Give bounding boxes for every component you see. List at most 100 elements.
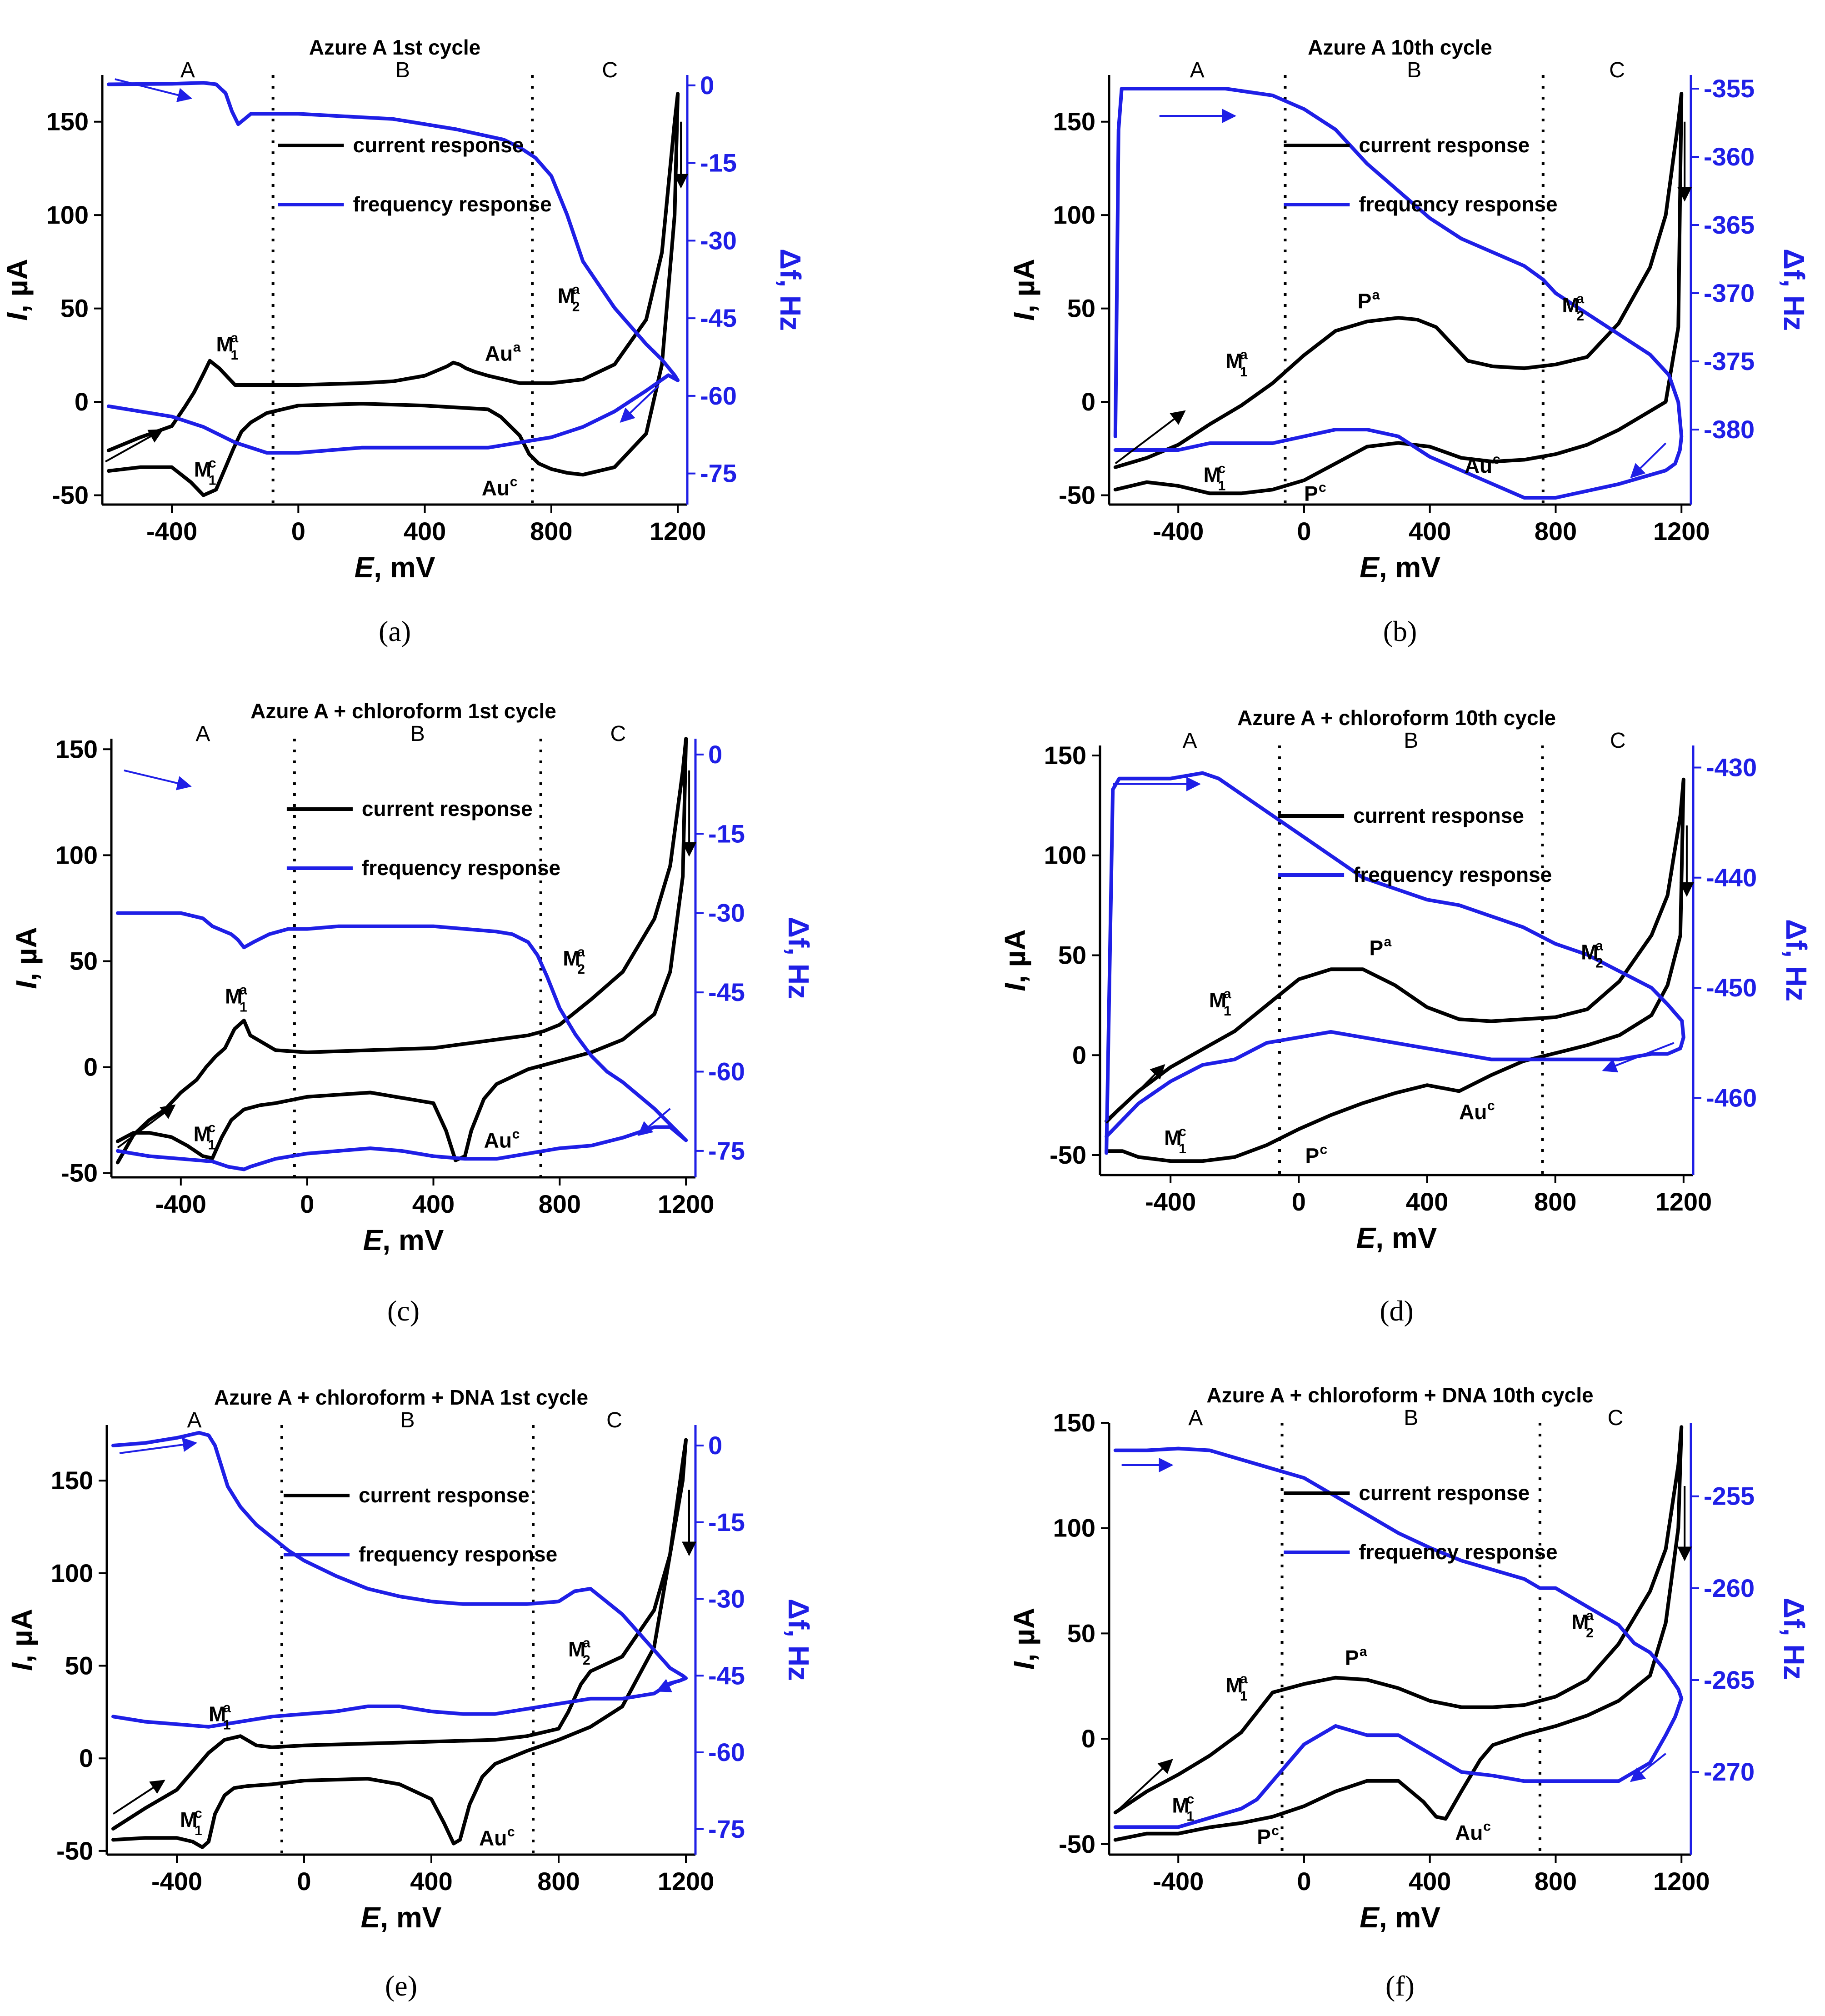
y-right-tick-label: -15 (708, 819, 745, 848)
legend-label-current: current response (359, 1483, 530, 1507)
x-tick-label: 400 (1406, 1187, 1448, 1216)
peak-label-sub: 1 (1240, 1689, 1248, 1704)
peak-label-sup: c (195, 1806, 202, 1821)
peak-label-sup: a (583, 1636, 590, 1651)
peak-label-sub: 2 (577, 962, 585, 977)
region-label-B: B (1404, 729, 1418, 753)
peak-label-base: P (1257, 1825, 1271, 1849)
direction-arrow (1105, 1064, 1165, 1124)
peak-label-sup: c (1493, 452, 1500, 467)
region-label-A: A (180, 58, 195, 82)
peak-label-sup: c (1218, 461, 1226, 476)
peak-label-sub: 1 (1218, 479, 1226, 494)
x-tick-label: 800 (530, 517, 572, 545)
y-left-tick-label: -50 (61, 1159, 98, 1187)
direction-arrow (1630, 442, 1667, 479)
y-right-tick-label: -45 (708, 1661, 745, 1690)
chart-panel-a: Azure A 1st cycle-400 0 400 800 1200-5005010… (1, 35, 807, 647)
peak-label: Au c (1455, 1819, 1491, 1845)
peak-label-base: Au (1459, 1100, 1487, 1124)
frequency-series-line (1113, 87, 1684, 500)
x-tick-label: 1200 (1653, 1867, 1710, 1896)
legend-label-current: current response (1359, 133, 1530, 157)
x-tick-label: 400 (404, 517, 446, 545)
legend-label-current: current response (353, 133, 524, 157)
peak-label-base: M (568, 1637, 585, 1661)
x-axis-label-symbol: E (1360, 551, 1380, 584)
y-left-tick-label: -50 (1050, 1141, 1086, 1169)
y-right-tick-label: -45 (708, 978, 745, 1006)
chart-title: Azure A + chloroform + DNA 1st cycle (214, 1386, 588, 1409)
peak-label-base: M (1164, 1126, 1181, 1150)
y-left-axis-label: I, µA (1, 259, 34, 320)
peak-label-base: M (1581, 940, 1598, 964)
y-right-tick-label: -255 (1704, 1482, 1755, 1511)
current-series-line (1105, 777, 1685, 1163)
y-left-tick-label: 150 (1053, 107, 1095, 136)
direction-arrow (1602, 1042, 1675, 1073)
y-right-tick-label: -15 (708, 1508, 745, 1536)
peak-label-base: M (194, 457, 211, 481)
peak-label-sub: 1 (230, 348, 238, 363)
x-axis-label: E, mV (363, 1224, 444, 1256)
y-left-tick-label: -50 (1059, 1830, 1095, 1858)
peak-label-base: Au (1455, 1821, 1483, 1845)
peak-label-sup: a (1240, 347, 1248, 362)
panel-caption: (e) (385, 1970, 417, 2002)
y-left-tick-label: 50 (65, 1651, 93, 1680)
peak-label-sub: 2 (1595, 955, 1603, 970)
y-left-axis-label-unit: , µA (1008, 259, 1040, 313)
x-tick-label: 1200 (650, 517, 706, 545)
y-left-tick-label: 0 (1081, 1724, 1095, 1753)
legend-label-frequency: frequency response (353, 192, 552, 216)
x-axis-label-unit: , mV (1379, 1901, 1440, 1934)
region-label-B: B (400, 1408, 415, 1432)
chart-panel-b: Azure A 10th cycle -400 0 400 800 1200 -50 0 50 1… (1008, 35, 1810, 647)
peak-label-base: M (194, 1122, 211, 1146)
x-tick-label: -400 (1153, 517, 1204, 545)
peak-label-sup: c (512, 1127, 520, 1142)
y-left-axis-label: I, µA (999, 929, 1031, 991)
peak-label-sup: c (510, 474, 518, 489)
x-axis-label-unit: , mV (1379, 551, 1440, 584)
y-left-axis-label-symbol: I (5, 1662, 38, 1671)
chart-panel-c: Azure A + chloroform 1st cycle -400 0 400 80… (10, 699, 815, 1327)
peak-label-sup: a (1360, 1644, 1367, 1659)
y-right-tick-label: -260 (1704, 1574, 1755, 1602)
peak-label: Mc 1 (194, 1121, 216, 1153)
peak-label: Ma 1 (1209, 986, 1231, 1019)
peak-label-sub: 1 (1179, 1141, 1186, 1156)
peak-label-sup: a (230, 330, 238, 345)
direction-arrow (620, 385, 660, 423)
y-right-tick-label: -375 (1704, 347, 1755, 375)
y-left-tick-label: 100 (1053, 200, 1095, 229)
y-right-tick-label: 0 (708, 740, 722, 769)
peak-label: Mc 1 (1172, 1791, 1194, 1824)
y-right-tick-label: -440 (1706, 863, 1757, 892)
peak-label-sup: c (1271, 1823, 1279, 1838)
peak-label-base: M (1172, 1793, 1189, 1817)
x-axis-label-symbol: E (1356, 1221, 1377, 1254)
y-right-tick-label: -75 (708, 1815, 745, 1843)
x-tick-label: 0 (1297, 1867, 1311, 1896)
x-tick-label: -400 (146, 517, 197, 545)
y-left-axis-label: I, µA (1008, 1608, 1040, 1670)
direction-arrow (1115, 1759, 1173, 1813)
peak-label-sup: c (1319, 480, 1326, 495)
x-axis-label-unit: , mV (1375, 1221, 1437, 1254)
x-tick-label: 0 (291, 517, 305, 545)
region-label-C: C (606, 1408, 622, 1432)
y-left-axis-label-symbol: I (1, 312, 34, 321)
x-axis-label-symbol: E (1360, 1901, 1380, 1934)
legend-label-frequency: frequency response (1359, 192, 1557, 216)
peak-label: Mc 1 (194, 455, 216, 488)
y-left-axis-label: I, µA (10, 927, 43, 989)
x-tick-label: 1200 (1653, 517, 1710, 545)
y-right-axis-label: Δf, Hz (774, 249, 807, 331)
y-left-tick-label: 100 (1053, 1514, 1095, 1542)
y-left-tick-label: 0 (1081, 387, 1095, 416)
legend-label-current: current response (362, 797, 533, 820)
chart-title: Azure A 10th cycle (1308, 35, 1492, 59)
